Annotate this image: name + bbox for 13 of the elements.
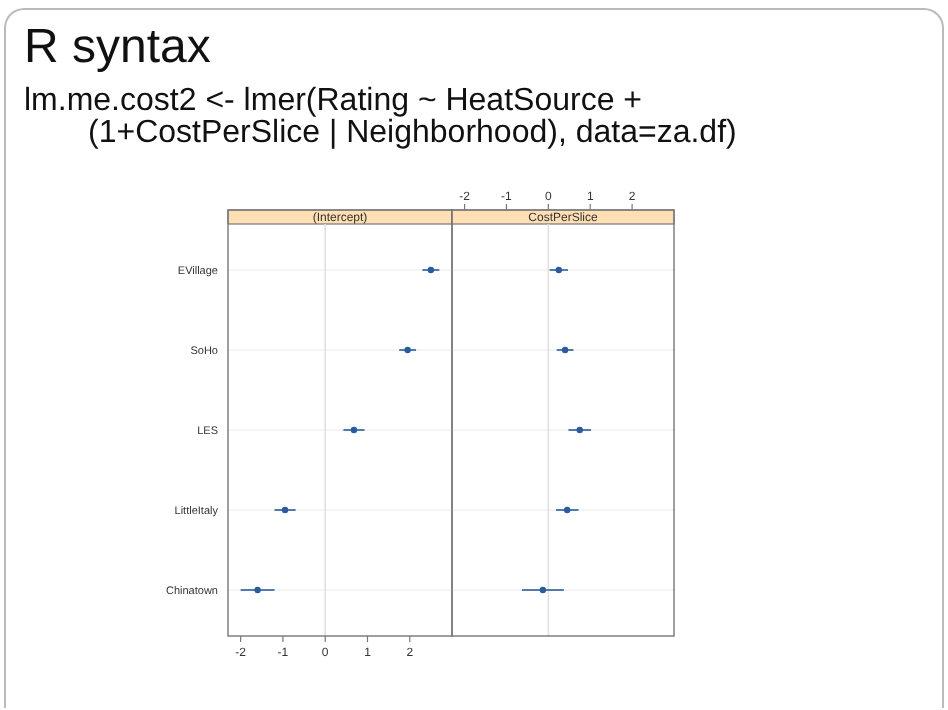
text: lm.me.cost2 <- lmer(Rating ~ HeatSource + — [24, 84, 643, 118]
point — [555, 266, 563, 274]
point — [427, 266, 435, 274]
point — [350, 426, 358, 434]
text: (1+CostPerSlice | Neighborhood), data=za.df) — [88, 116, 737, 150]
point — [404, 346, 411, 354]
text: R syntax — [24, 20, 211, 74]
point — [539, 586, 547, 594]
point — [576, 426, 583, 434]
point — [563, 506, 571, 514]
point — [561, 346, 569, 354]
point — [254, 586, 261, 594]
point — [281, 506, 289, 514]
